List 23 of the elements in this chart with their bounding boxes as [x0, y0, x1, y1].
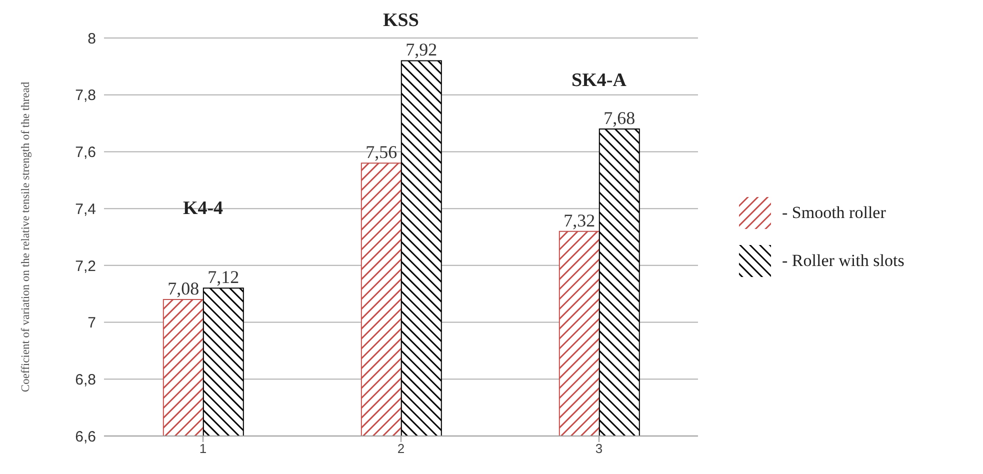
annotation: SK4-A [570, 70, 628, 92]
data-label: 7,56 [366, 142, 398, 162]
data-label: 7,12 [208, 267, 240, 288]
y-tick-label: 8 [88, 30, 96, 48]
y-tick-label: 6,6 [75, 428, 96, 446]
data-label: 7,92 [406, 40, 438, 60]
text: KSS [382, 10, 420, 32]
legend-label: - Roller with slots [782, 251, 904, 271]
y-tick-label: 7,8 [75, 87, 96, 104]
legend-label: - Smooth roller [782, 203, 886, 223]
data-label: 7,32 [564, 210, 596, 230]
y-tick-label: 7,2 [75, 258, 96, 275]
x-tick-label: 3 [595, 441, 603, 456]
annotation: K4-4 [182, 198, 224, 220]
y-tick-label: 7,6 [75, 144, 96, 162]
data-label: 7,68 [604, 108, 636, 128]
y-tick-label: 6,8 [75, 371, 96, 388]
y-axis-title: Coefficient of variation on the relative tensile strength of the thread [20, 80, 32, 394]
x-tick-label: 1 [199, 441, 207, 456]
data-label: 7,08 [168, 278, 200, 299]
y-tick-label: 7,4 [75, 200, 96, 218]
y-tick-label: 7 [88, 314, 96, 332]
x-tick-label: 2 [397, 441, 405, 456]
